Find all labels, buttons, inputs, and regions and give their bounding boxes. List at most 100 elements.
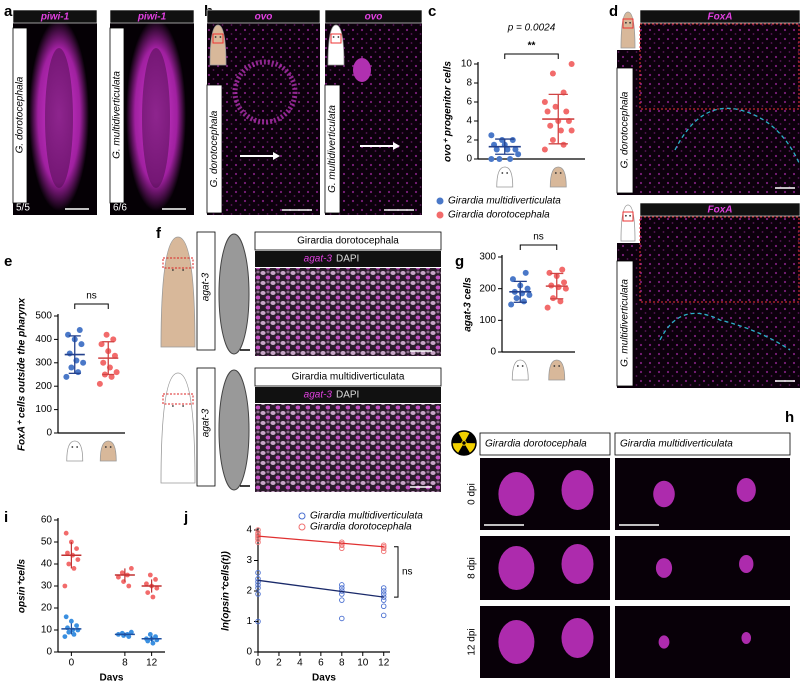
panel-label: g — [455, 253, 464, 270]
data-point — [255, 576, 261, 582]
worm-eye — [506, 172, 509, 174]
y-tick-label: 400 — [35, 334, 52, 345]
annotation: p = 0.0024 — [507, 23, 556, 34]
row-label: 8 dpi — [467, 557, 478, 579]
y-tick-label: 60 — [41, 515, 53, 526]
data-point — [549, 70, 556, 77]
data-point — [568, 61, 575, 67]
legend-label: Girardia dorotocephala — [448, 210, 550, 221]
micrograph — [615, 458, 790, 530]
zoom-box — [639, 23, 800, 110]
y-axis-label: ln(opsin⁺cells(t)) — [221, 550, 232, 630]
y-axis-label: ovo⁺ progenitor cells — [443, 61, 454, 162]
whole-mount — [218, 233, 250, 355]
x-tick-label: 6 — [318, 658, 324, 669]
data-point — [153, 634, 158, 639]
worm-eye — [516, 365, 519, 367]
worm-icon — [209, 24, 227, 66]
pharynx-outline — [674, 107, 800, 166]
data-point — [65, 331, 72, 338]
y-tick-label: 10 — [41, 625, 53, 636]
stain-header — [255, 387, 441, 403]
data-point — [150, 640, 156, 646]
worm-eye — [558, 365, 561, 367]
species-label: G. multidiverticulata — [327, 105, 338, 193]
stain-label: piwi-1 — [137, 12, 167, 23]
data-point — [154, 585, 160, 591]
species-title: Girardia multidiverticulata — [292, 372, 405, 383]
micrograph — [617, 10, 800, 195]
stain-header — [206, 9, 321, 24]
data-point — [493, 146, 500, 153]
stain-header — [109, 9, 195, 24]
panel-label: a — [4, 3, 13, 20]
worm-eye — [182, 405, 185, 407]
y-tick-label: 2 — [466, 135, 472, 146]
panel-label: j — [183, 509, 188, 526]
data-point — [255, 585, 261, 591]
species-label: G. dorotocephala — [620, 91, 631, 168]
species-box — [206, 84, 223, 214]
data-point — [496, 156, 503, 162]
worm-eye — [332, 36, 335, 38]
y-tick-label: 100 — [35, 404, 52, 415]
data-point — [153, 577, 158, 582]
data-point — [380, 585, 387, 591]
count-label: 5/5 — [16, 203, 30, 214]
x-tick-label: 12 — [146, 658, 158, 669]
data-point — [513, 295, 520, 302]
data-point — [339, 597, 345, 603]
legend-marker — [298, 523, 306, 531]
data-point — [144, 581, 149, 587]
data-point — [541, 99, 548, 105]
worm-eye — [553, 365, 556, 367]
data-point — [562, 285, 569, 292]
y-tick-label: 20 — [41, 603, 53, 614]
row-label: 0 dpi — [467, 483, 478, 505]
legend-marker — [436, 211, 444, 219]
data-point — [524, 285, 531, 292]
y-tick-label: 0 — [46, 647, 52, 658]
y-tick-label: 0 — [490, 347, 496, 358]
data-point — [561, 279, 568, 286]
worm-eye — [521, 365, 524, 367]
species-box — [616, 67, 634, 194]
worm-icon — [496, 166, 514, 188]
stain-label: piwi-1 — [40, 12, 70, 23]
worm-eye — [172, 269, 174, 271]
data-point — [526, 292, 533, 298]
data-point — [65, 550, 70, 556]
data-point — [380, 588, 387, 594]
data-point — [96, 380, 103, 387]
worm-icon — [620, 204, 636, 242]
data-point — [119, 570, 125, 576]
y-tick-label: 500 — [35, 311, 52, 322]
panel-label: i — [4, 509, 8, 526]
y-tick-label: 200 — [479, 283, 496, 294]
data-point — [68, 364, 75, 371]
x-tick-label: 8 — [339, 658, 345, 669]
significance: ns — [86, 291, 97, 302]
worm-eye — [104, 446, 107, 448]
worm-eye — [629, 214, 631, 217]
data-point — [74, 546, 79, 551]
eye-signal — [498, 546, 535, 590]
data-point — [108, 373, 115, 380]
data-point — [66, 350, 73, 357]
data-point — [111, 352, 118, 359]
x-tick-label: 0 — [255, 658, 261, 669]
eye-signal — [561, 470, 594, 510]
worm-eye — [71, 446, 74, 448]
species-header — [479, 432, 611, 456]
data-point — [78, 341, 85, 348]
data-point — [488, 132, 495, 139]
count-label: 6/6 — [113, 203, 127, 214]
species-box — [12, 27, 28, 204]
data-point — [522, 269, 529, 276]
counterstain-label: DAPI — [336, 390, 359, 401]
panel-label: d — [609, 3, 618, 20]
data-point — [75, 369, 82, 376]
y-tick-label: 8 — [466, 78, 472, 89]
region-box — [622, 18, 634, 29]
data-point — [557, 127, 564, 134]
